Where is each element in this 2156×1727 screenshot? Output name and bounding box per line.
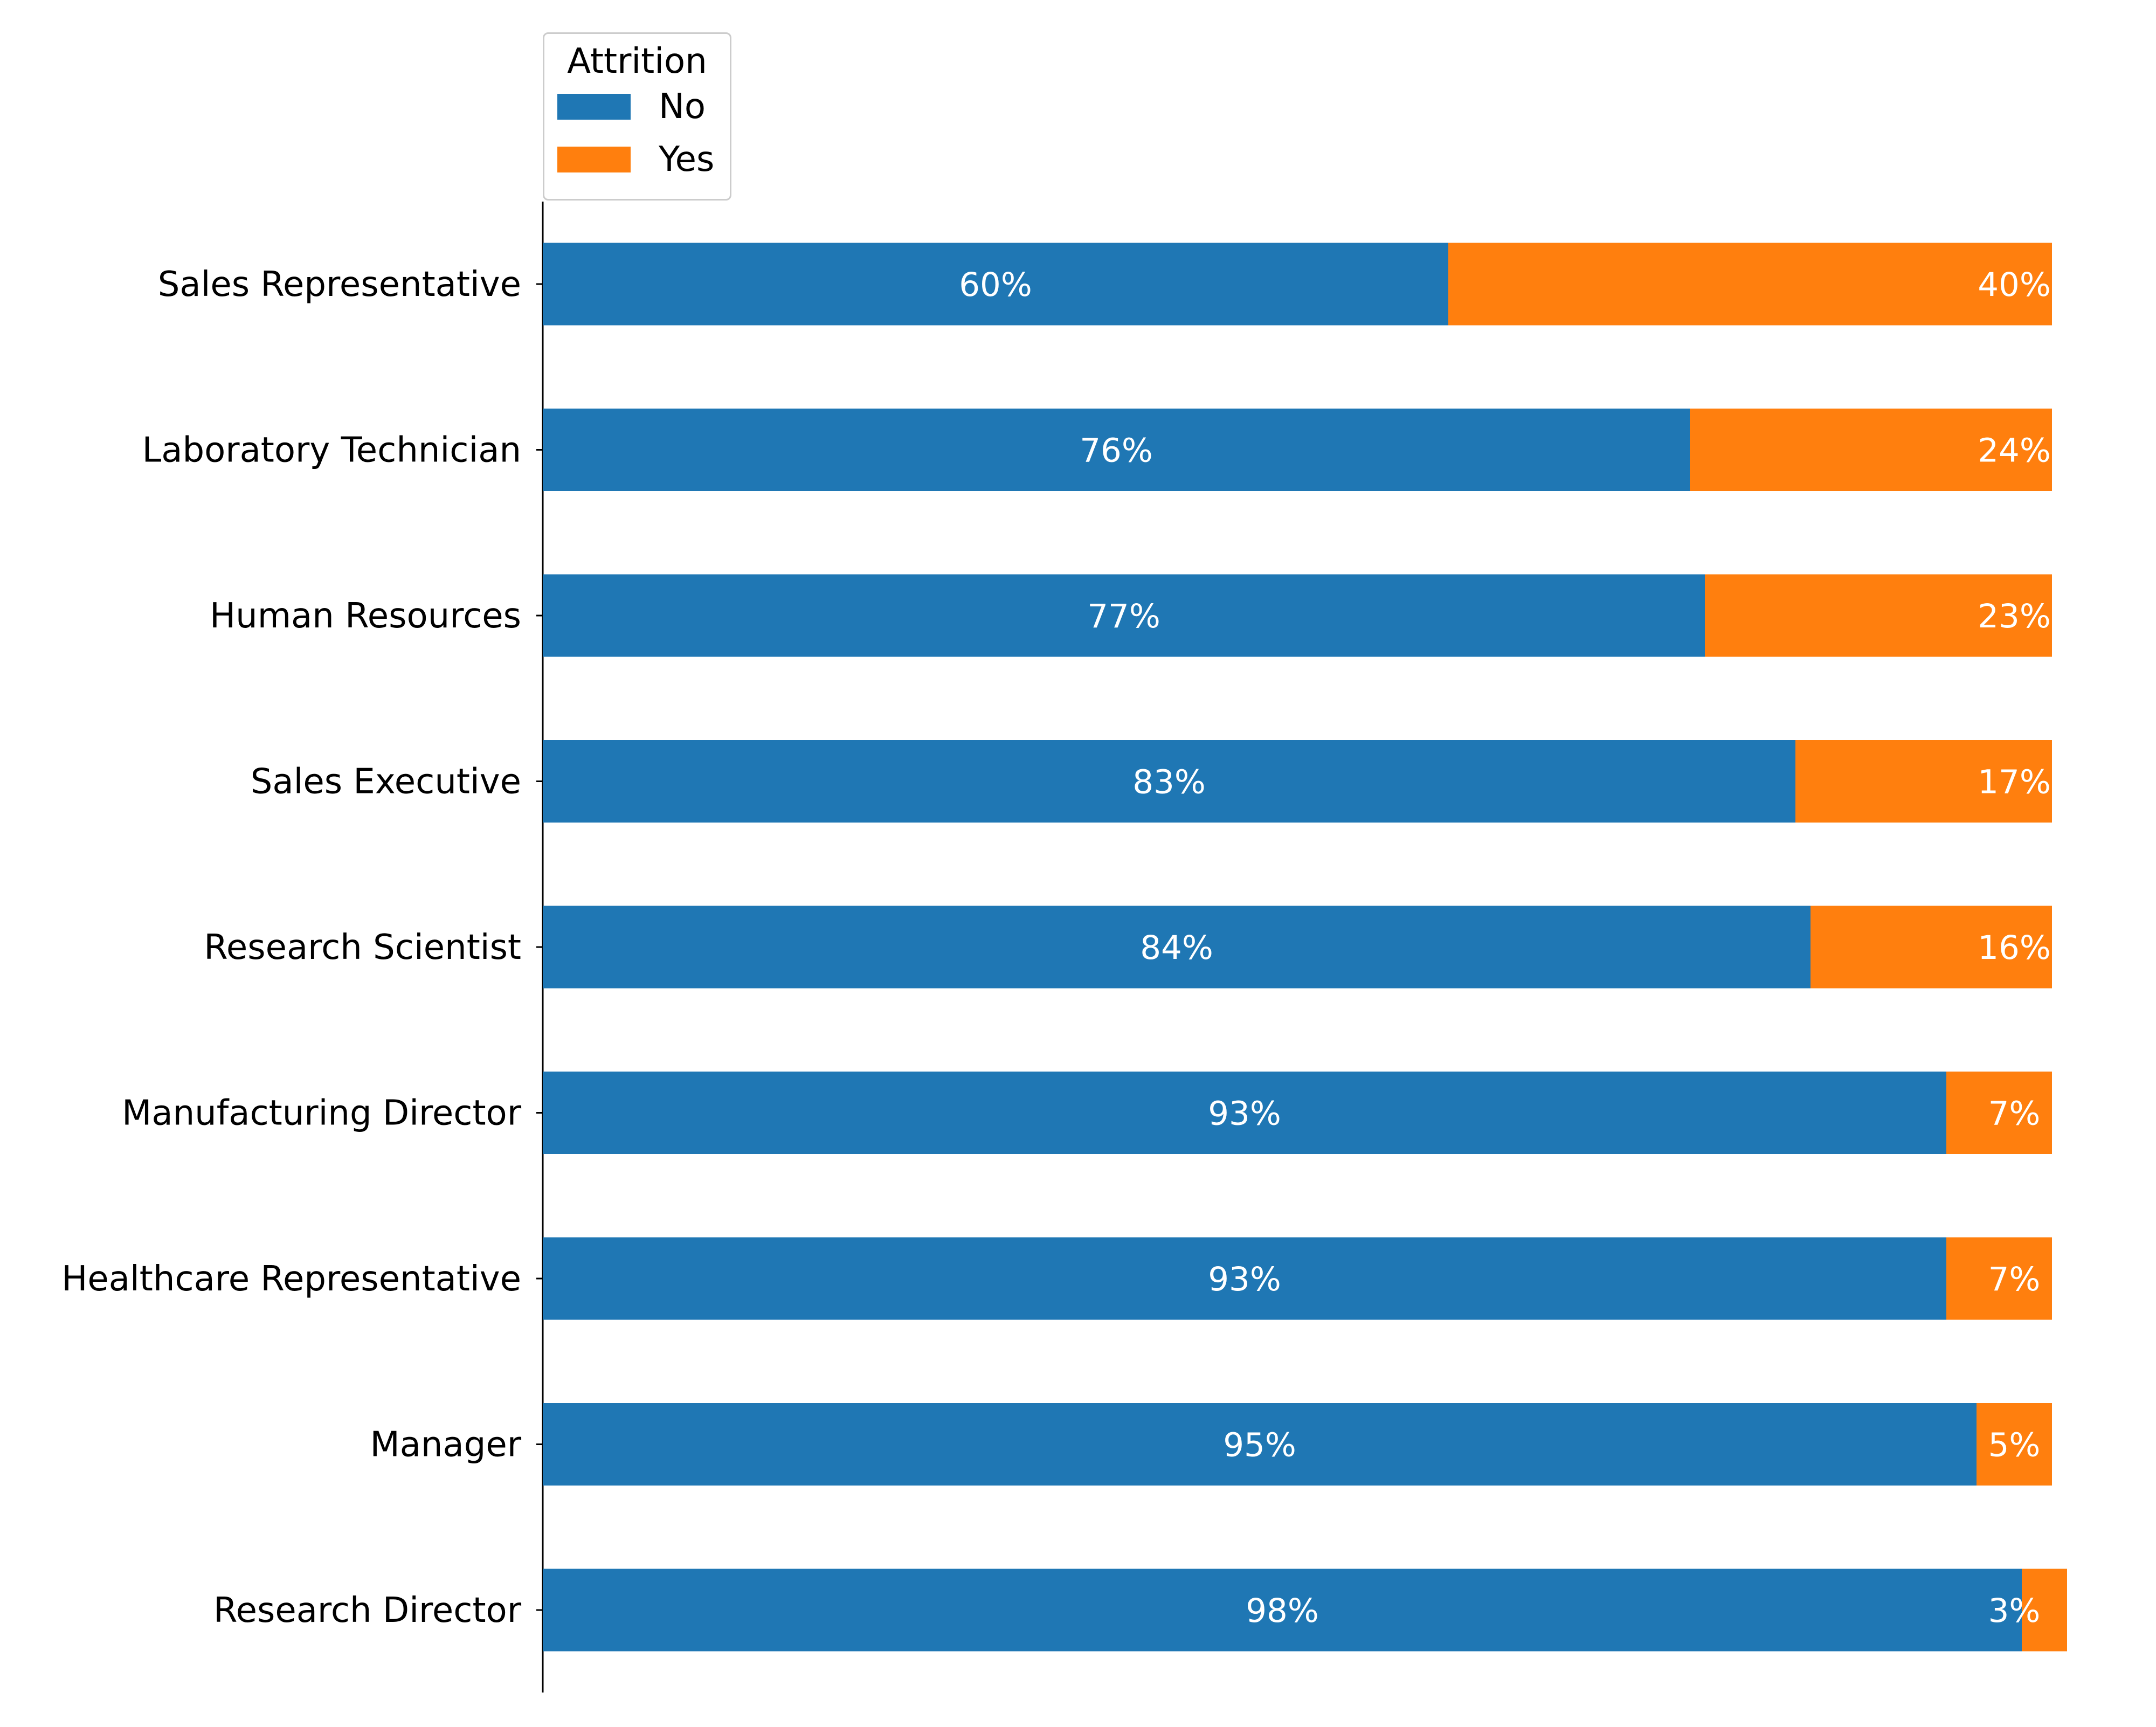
data-label-yes-manufacturing-director: 7%: [1988, 1095, 2041, 1133]
data-label-no-laboratory-technician: 76%: [1080, 432, 1153, 470]
legend-title: Attrition: [567, 42, 707, 81]
data-label-yes-research-director: 3%: [1988, 1592, 2041, 1630]
legend-label-yes: Yes: [659, 140, 715, 179]
data-label-yes-sales-executive: 17%: [1978, 763, 2051, 802]
data-label-no-research-scientist: 84%: [1140, 929, 1213, 967]
bar-yes-human-resources: [1705, 574, 2052, 657]
bar-yes-manufacturing-director: [1946, 1072, 2052, 1154]
bar-yes-laboratory-technician: [1690, 409, 2052, 491]
bar-no-laboratory-technician: [543, 409, 1690, 491]
bar-yes-healthcare-representative: [1946, 1237, 2052, 1320]
y-tick-label-laboratory-technician: Laboratory Technician: [142, 431, 521, 471]
y-tick-label-human-resources: Human Resources: [210, 596, 521, 636]
legend-swatch-no: [557, 94, 631, 120]
bar-no-manufacturing-director: [543, 1072, 1946, 1154]
legend: Attrition No Yes: [543, 32, 731, 201]
data-label-no-manufacturing-director: 93%: [1208, 1095, 1281, 1133]
y-tick-label-healthcare-representative: Healthcare Representative: [61, 1259, 521, 1299]
y-tick-label-sales-executive: Sales Executive: [251, 762, 521, 802]
bar-yes-research-scientist: [1811, 906, 2052, 989]
y-tick-label-manager: Manager: [370, 1425, 521, 1465]
bar-no-human-resources: [543, 574, 1705, 657]
y-tick-label-research-director: Research Director: [213, 1591, 522, 1631]
data-label-no-sales-executive: 83%: [1132, 763, 1206, 802]
bar-no-research-scientist: [543, 906, 1811, 989]
legend-item-yes: Yes: [557, 140, 715, 179]
bar-yes-manager: [1977, 1403, 2052, 1486]
data-label-yes-manager: 5%: [1988, 1426, 2041, 1465]
y-tick-label-manufacturing-director: Manufacturing Director: [122, 1094, 522, 1134]
legend-label-no: No: [659, 87, 706, 127]
data-label-no-research-director: 98%: [1246, 1592, 1319, 1630]
y-tick-label-research-scientist: Research Scientist: [204, 928, 521, 968]
data-label-no-sales-representative: 60%: [959, 266, 1032, 304]
bar-no-research-director: [543, 1569, 2022, 1652]
data-label-yes-research-scientist: 16%: [1978, 929, 2051, 967]
data-label-yes-sales-representative: 40%: [1978, 266, 2051, 304]
y-tick-label-sales-representative: Sales Representative: [158, 265, 521, 305]
bar-yes-research-director: [2022, 1569, 2067, 1652]
legend-swatch-yes: [557, 147, 631, 172]
data-label-no-human-resources: 77%: [1087, 597, 1160, 635]
bar-no-manager: [543, 1403, 1977, 1486]
data-label-yes-human-resources: 23%: [1978, 597, 2051, 635]
bar-no-healthcare-representative: [543, 1237, 1946, 1320]
bar-no-sales-representative: [543, 243, 1448, 326]
bar-yes-sales-representative: [1448, 243, 2052, 326]
bar-no-sales-executive: [543, 740, 1795, 823]
data-label-no-healthcare-representative: 93%: [1208, 1260, 1281, 1298]
data-label-yes-healthcare-representative: 7%: [1988, 1260, 2041, 1298]
legend-item-no: No: [557, 87, 706, 127]
data-label-no-manager: 95%: [1223, 1426, 1296, 1465]
data-label-yes-laboratory-technician: 24%: [1978, 432, 2051, 470]
bar-yes-sales-executive: [1795, 740, 2052, 823]
